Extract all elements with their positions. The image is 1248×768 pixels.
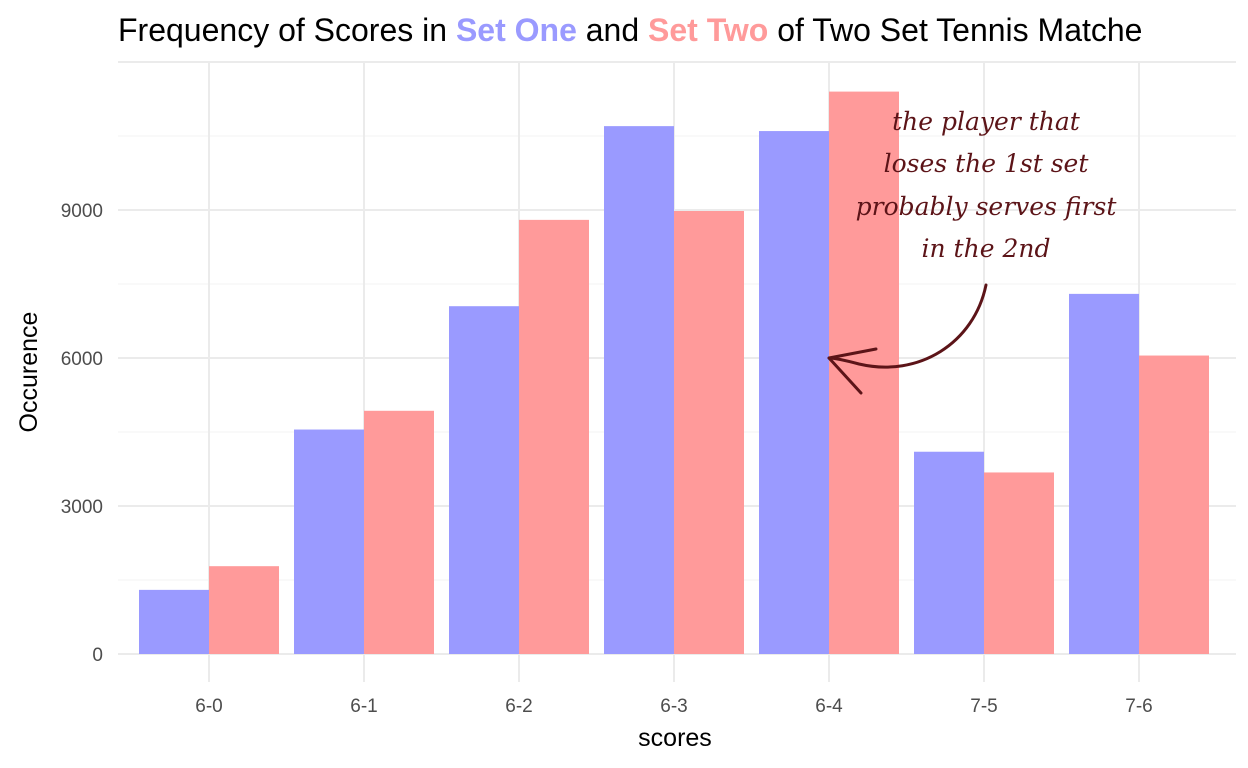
bar-set-one [914, 451, 984, 654]
x-axis-title: scores [638, 724, 712, 752]
y-tick-label: 3000 [61, 497, 103, 518]
y-axis-title: Occurence [15, 312, 43, 433]
x-tick-label: 7-6 [1125, 696, 1152, 717]
annotation-arrow [827, 283, 988, 369]
x-tick-label: 6-3 [660, 696, 687, 717]
bar-set-two [364, 410, 434, 654]
bar-set-one [449, 306, 519, 654]
title-suffix: of Two Set Tennis Matche [768, 12, 1143, 48]
y-axis-ticks: 0 3000 6000 9000 [61, 201, 103, 666]
bar-set-two [984, 472, 1054, 654]
annotation-line: the player that [892, 107, 1081, 136]
annotation-line: probably serves first [856, 192, 1118, 221]
bar-set-two [1139, 355, 1209, 654]
x-tick-label: 6-0 [195, 696, 222, 717]
y-tick-label: 6000 [61, 349, 103, 370]
x-tick-label: 6-2 [505, 696, 532, 717]
bar-set-one [759, 131, 829, 655]
x-tick-label: 6-1 [350, 696, 377, 717]
annotation-arrowhead [827, 347, 878, 395]
bar-set-two [209, 566, 279, 654]
annotation-line: loses the 1st set [884, 149, 1090, 178]
annotation-text: the player that loses the 1st set probably… [856, 107, 1118, 263]
bar-set-one [139, 589, 209, 654]
title-set-one: Set One [455, 12, 577, 48]
bar-set-one [1069, 293, 1139, 654]
bar-set-one [294, 429, 364, 654]
chart-title: Frequency of Scores in Set One and Set T… [118, 8, 1248, 52]
x-tick-label: 6-4 [815, 696, 843, 717]
annotation: the player that loses the 1st set probably… [827, 107, 1118, 395]
bar-set-two [674, 210, 744, 654]
title-set-two: Set Two [648, 12, 769, 48]
title-middle: and [576, 12, 649, 48]
x-axis-ticks: 6-0 6-1 6-2 6-3 6-4 7-5 7-6 [195, 696, 1152, 717]
title-prefix: Frequency of Scores in [118, 12, 456, 48]
annotation-line: in the 2nd [922, 234, 1051, 263]
bars [139, 91, 1209, 655]
y-tick-label: 0 [92, 645, 103, 666]
y-tick-label: 9000 [61, 201, 103, 222]
x-tick-label: 7-5 [970, 696, 997, 717]
bar-set-two [519, 219, 589, 654]
bar-set-one [604, 126, 674, 655]
